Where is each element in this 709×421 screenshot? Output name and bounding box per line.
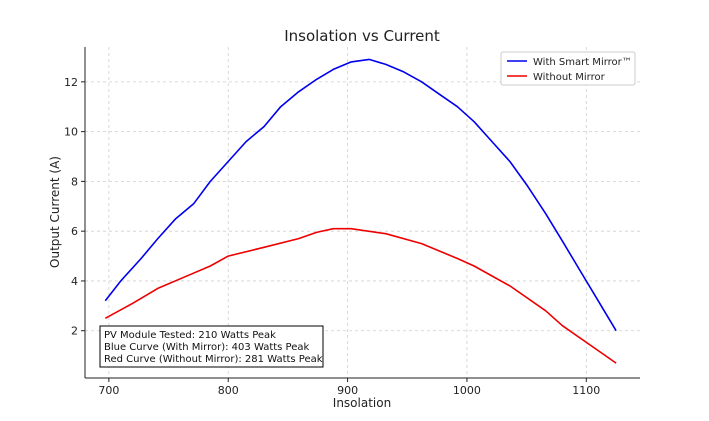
annotation-line-blue-curve: Blue Curve (With Mirror): 403 Watts Peak [104,342,310,353]
legend-label-without-mirror: Without Mirror [533,72,606,83]
annotation-line-module: PV Module Tested: 210 Watts Peak [104,330,276,341]
chart-title: Insolation vs Current [284,27,440,45]
y-tick-label: 4 [71,275,78,288]
y-axis-title: Output Current (A) [48,156,62,268]
x-axis-title: Insolation [333,396,391,410]
x-tick-label: 1100 [572,384,600,397]
series-line-without-mirror [104,227,617,364]
x-tick-label: 900 [337,384,358,397]
y-tick-label: 10 [64,126,78,139]
series-line-with-mirror [104,58,617,332]
annotation-frame [99,325,324,368]
annotation-line-red-curve: Red Curve (Without Mirror): 281 Watts Pe… [104,354,323,365]
series-lines [104,58,617,364]
annotation-box: PV Module Tested: 210 Watts Peak Blue Cu… [99,325,324,368]
legend: With Smart Mirror™ Without Mirror [500,51,636,86]
x-tick-label: 1000 [453,384,481,397]
legend-box [500,51,636,86]
y-tick-label: 2 [71,325,78,338]
x-tick-label: 700 [98,384,119,397]
x-tick-label: 800 [218,384,239,397]
y-tick-label: 12 [64,76,78,89]
gridlines [85,47,640,378]
legend-label-with-mirror: With Smart Mirror™ [533,57,632,68]
y-tick-label: 8 [71,175,78,188]
axis-ticks: 700 800 900 1000 1100 2 4 6 8 10 12 [64,76,600,397]
y-tick-label: 6 [71,225,78,238]
